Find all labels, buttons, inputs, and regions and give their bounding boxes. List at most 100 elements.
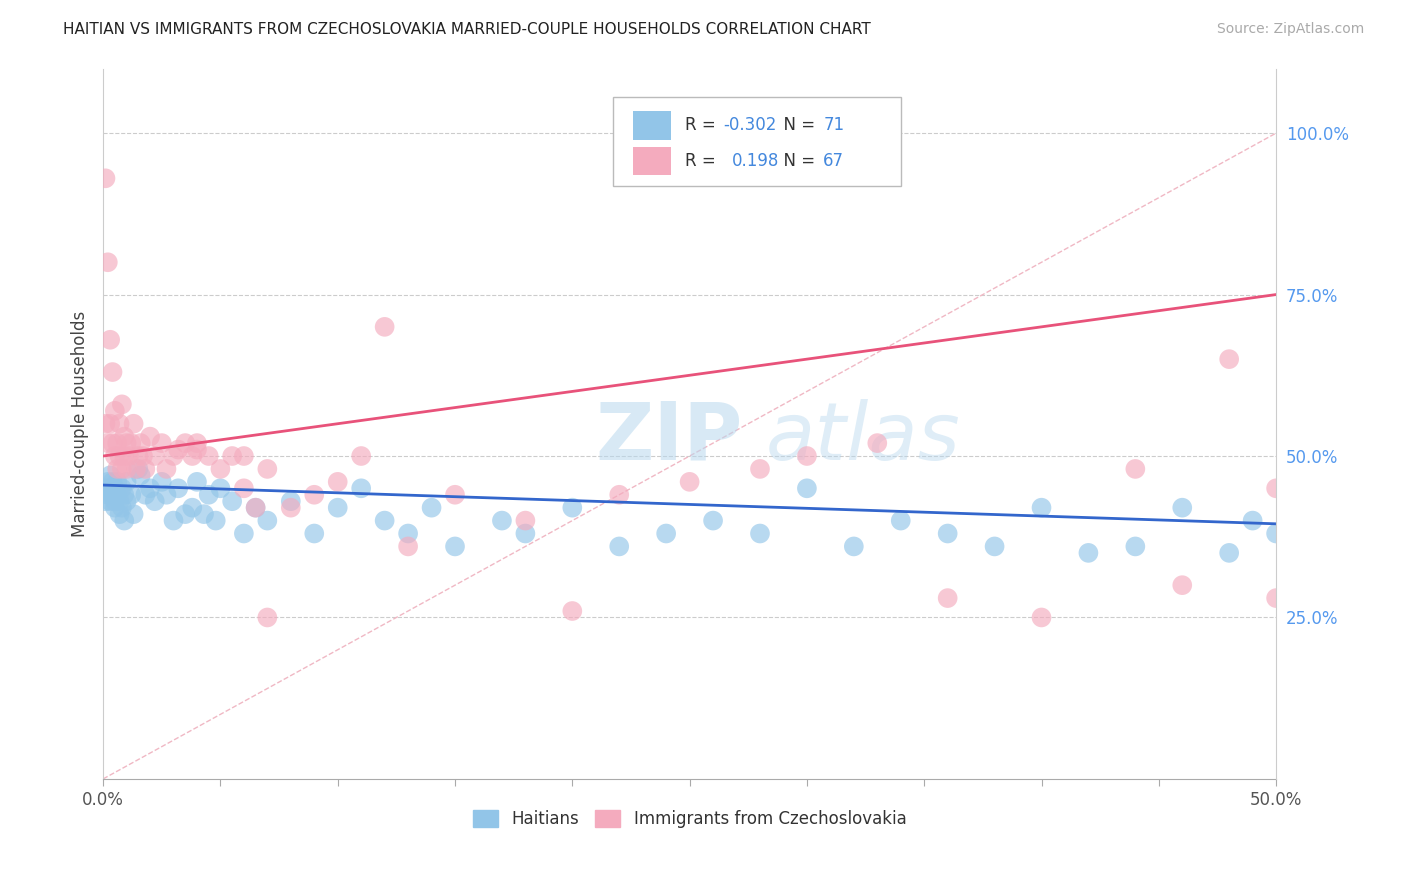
- Point: [112, 514, 135, 528]
- Point: [304, 526, 326, 541]
- Point: [209, 481, 232, 495]
- Point: [256, 462, 278, 476]
- Point: [936, 526, 959, 541]
- Point: [983, 540, 1005, 554]
- Point: [155, 488, 177, 502]
- Point: [115, 494, 138, 508]
- Point: [111, 500, 134, 515]
- Point: [796, 481, 818, 495]
- Point: [197, 488, 219, 502]
- Text: 0.198: 0.198: [733, 152, 779, 169]
- Point: [104, 404, 127, 418]
- Point: [1265, 481, 1288, 495]
- Text: 67: 67: [824, 152, 845, 169]
- Point: [796, 449, 818, 463]
- Point: [98, 333, 121, 347]
- Point: [1171, 578, 1194, 592]
- Point: [132, 449, 155, 463]
- Point: [1265, 591, 1288, 606]
- Point: [232, 526, 254, 541]
- Point: [97, 436, 120, 450]
- Point: [890, 514, 912, 528]
- Point: [181, 449, 204, 463]
- Text: atlas: atlas: [766, 399, 960, 477]
- Point: [104, 500, 127, 515]
- Text: R =: R =: [685, 116, 721, 135]
- Point: [98, 481, 121, 495]
- Point: [97, 488, 120, 502]
- Point: [108, 494, 131, 508]
- Point: [749, 526, 772, 541]
- Point: [186, 436, 208, 450]
- Text: 71: 71: [824, 116, 845, 135]
- Point: [193, 507, 215, 521]
- Point: [105, 488, 128, 502]
- Point: [181, 500, 204, 515]
- Point: [127, 449, 149, 463]
- Point: [98, 494, 121, 508]
- Point: [444, 540, 467, 554]
- Point: [232, 481, 254, 495]
- Point: [167, 481, 190, 495]
- Point: [515, 526, 537, 541]
- Point: [1218, 352, 1240, 367]
- Point: [186, 442, 208, 457]
- Point: [150, 475, 173, 489]
- Point: [115, 462, 138, 476]
- Point: [678, 475, 700, 489]
- Point: [150, 436, 173, 450]
- Point: [702, 514, 724, 528]
- Point: [280, 494, 302, 508]
- Point: [127, 462, 149, 476]
- Point: [396, 526, 419, 541]
- Point: [209, 462, 232, 476]
- Point: [115, 475, 138, 489]
- Point: [607, 540, 630, 554]
- Point: [122, 417, 145, 431]
- Point: [256, 514, 278, 528]
- Point: [94, 171, 117, 186]
- Point: [561, 500, 583, 515]
- Point: [104, 449, 127, 463]
- Point: [101, 475, 124, 489]
- FancyBboxPatch shape: [633, 112, 671, 139]
- Point: [108, 507, 131, 521]
- Point: [104, 481, 127, 495]
- Point: [139, 481, 162, 495]
- FancyBboxPatch shape: [613, 97, 901, 186]
- Point: [112, 430, 135, 444]
- Point: [561, 604, 583, 618]
- Point: [1241, 514, 1264, 528]
- Point: [304, 488, 326, 502]
- Point: [1123, 540, 1146, 554]
- Point: [326, 475, 349, 489]
- Point: [129, 436, 152, 450]
- Point: [374, 514, 396, 528]
- Point: [396, 540, 419, 554]
- Point: [326, 500, 349, 515]
- Point: [108, 417, 131, 431]
- Point: [104, 494, 127, 508]
- Point: [842, 540, 865, 554]
- Point: [108, 449, 131, 463]
- Point: [936, 591, 959, 606]
- Point: [374, 319, 396, 334]
- Point: [1171, 500, 1194, 515]
- Point: [134, 462, 156, 476]
- Point: [1031, 500, 1053, 515]
- Point: [112, 449, 135, 463]
- Point: [120, 436, 142, 450]
- Point: [221, 494, 243, 508]
- Point: [101, 436, 124, 450]
- Point: [162, 449, 184, 463]
- Point: [111, 462, 134, 476]
- Point: [134, 488, 156, 502]
- Y-axis label: Married-couple Households: Married-couple Households: [72, 310, 89, 537]
- Point: [350, 481, 373, 495]
- Point: [143, 449, 166, 463]
- Point: [221, 449, 243, 463]
- Point: [162, 514, 184, 528]
- Text: N =: N =: [773, 152, 820, 169]
- Point: [232, 449, 254, 463]
- Point: [97, 255, 120, 269]
